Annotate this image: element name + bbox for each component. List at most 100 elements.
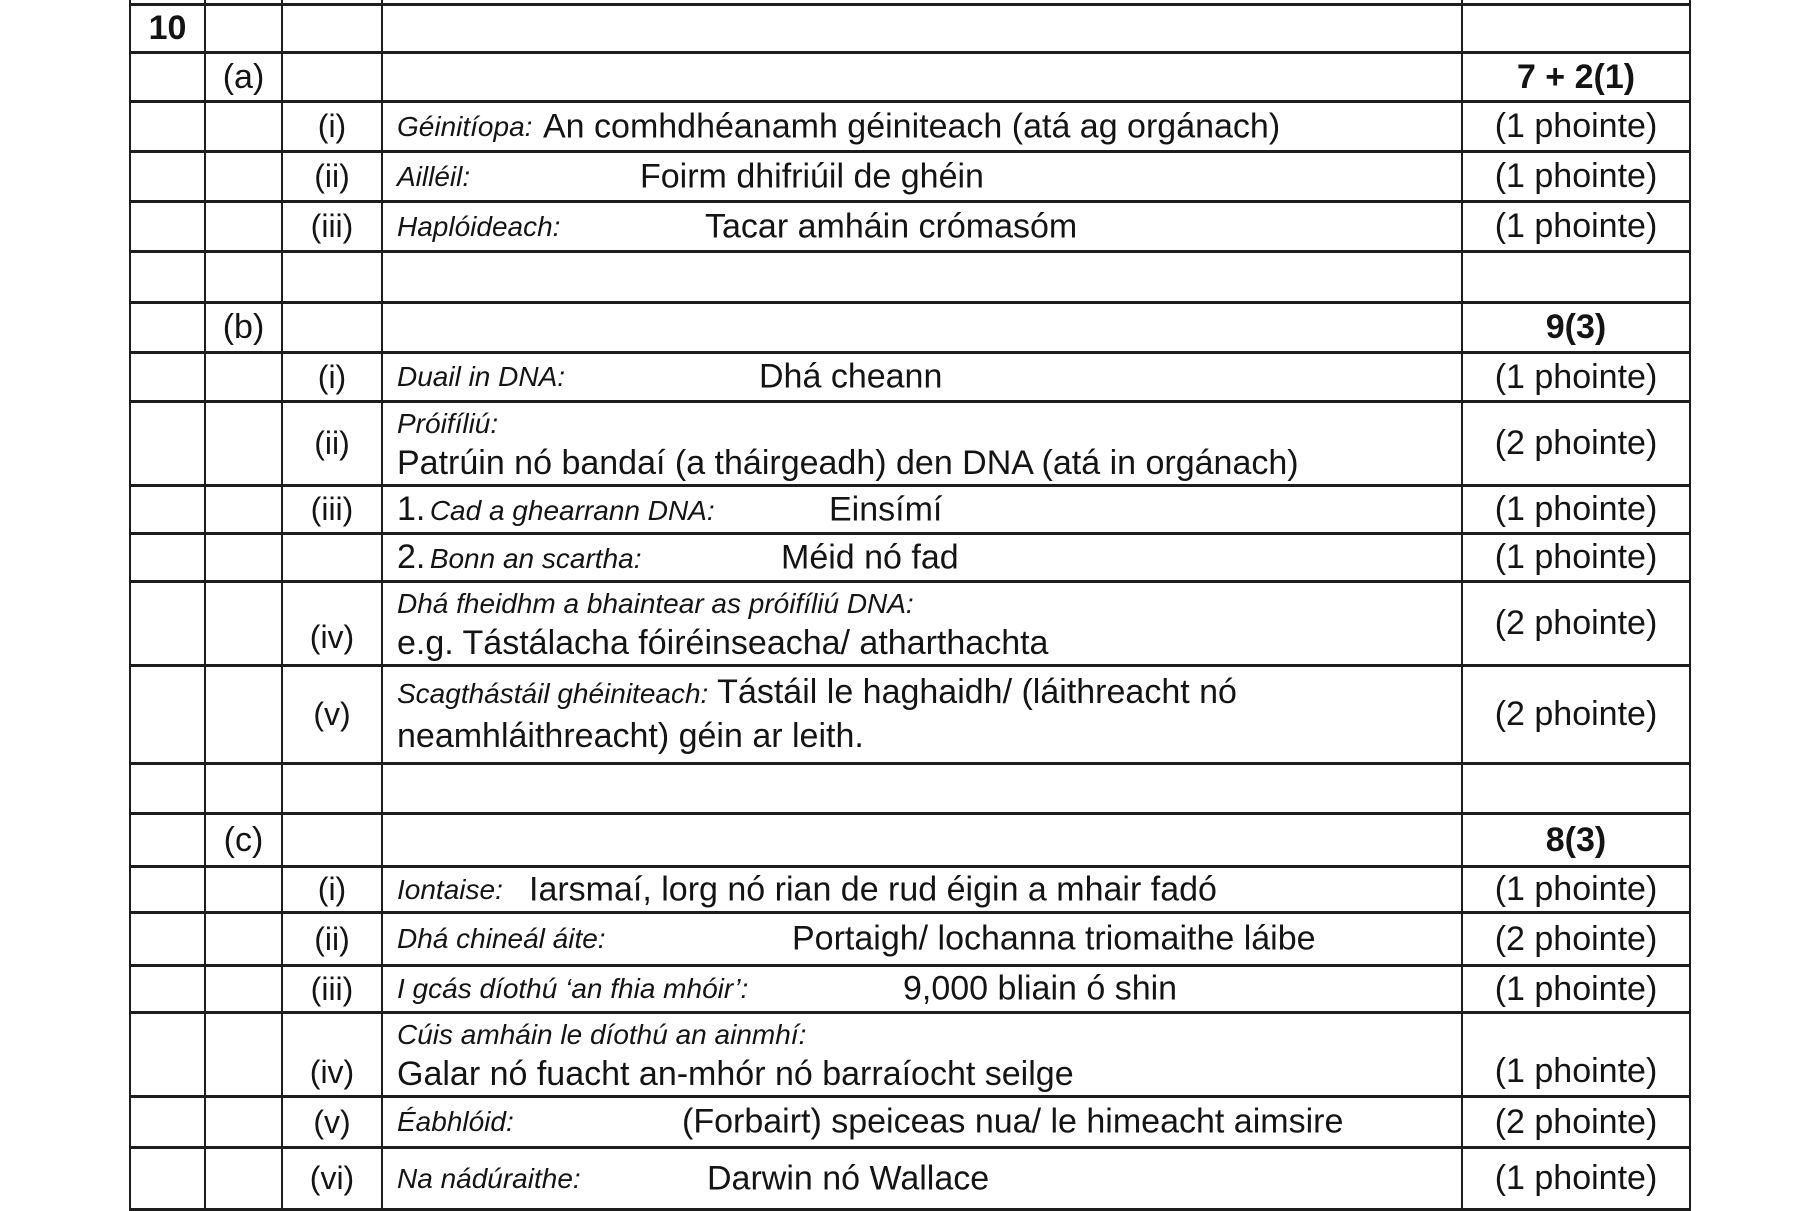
marks-cell [1461, 0, 1691, 6]
part-label: (c) [204, 812, 283, 868]
text-cell: Géinitíopa: An comhdhéanamh géiniteach (… [381, 100, 1463, 153]
marks-value: (2 phointe) [1461, 400, 1691, 487]
marks-value: (1 phointe) [1461, 865, 1691, 914]
qnum-cell [129, 150, 206, 203]
sub-cell [281, 3, 383, 54]
subpart-label: (iv) [281, 580, 383, 667]
qnum-cell [129, 484, 206, 535]
table-row-c-i: (i) Iontaise: Iarsmaí, lorg nó rian de r… [129, 865, 1691, 914]
sub-cell [281, 762, 383, 815]
text-cell: Próifíliú: Patrúin nó bandaí (a tháirgea… [381, 400, 1463, 487]
part-cell [204, 150, 283, 203]
qnum-cell [129, 580, 206, 667]
table-row-c-iii: (iii) I gcás díothú ‘an fhia mhóir’: 9,0… [129, 964, 1691, 1014]
table-row-c-ii: (ii) Dhá chineál áite: Portaigh/ lochann… [129, 911, 1691, 967]
subpart-label: (ii) [281, 400, 383, 487]
text-cell [381, 3, 1463, 54]
subpart-label: (iii) [281, 484, 383, 535]
part-cell [204, 762, 283, 815]
answer-text: An comhdhéanamh géiniteach (atá ag orgán… [543, 107, 1281, 145]
text-cell [381, 51, 1463, 103]
subpart-label: (v) [281, 1095, 383, 1149]
marks-value: (1 phointe) [1461, 484, 1691, 535]
text-cell [381, 301, 1463, 354]
sub-cell [281, 812, 383, 868]
answer-text: Darwin nó Wallace [707, 1159, 990, 1197]
qnum-cell [129, 250, 206, 304]
part-cell [204, 964, 283, 1014]
marks-cell [1461, 250, 1691, 304]
text-cell [381, 812, 1463, 868]
subpart-label: (ii) [281, 150, 383, 203]
text-cell: Dhá fheidhm a bhaintear as próifíliú DNA… [381, 580, 1463, 667]
qnum-cell [129, 812, 206, 868]
text-cell: Dhá chineál áite: Portaigh/ lochanna tri… [381, 911, 1463, 967]
part-cell [204, 1146, 283, 1211]
qnum-cell [129, 1011, 206, 1098]
answer-paragraph: Scagthástáil ghéiniteach: Tástáil le hag… [397, 669, 1449, 761]
definition-term: Scagthástáil ghéiniteach: [397, 678, 709, 709]
qnum-cell [129, 1095, 206, 1149]
text-cell: Ailléil: Foirm dhifriúil de ghéin [381, 150, 1463, 203]
table-row-c-v: (v) Éabhlóid: (Forbairt) speiceas nua/ l… [129, 1095, 1691, 1149]
definition-term: Cad a ghearrann DNA: [429, 495, 715, 526]
qnum-cell [129, 865, 206, 914]
table-row-question-number: 10 [129, 3, 1691, 54]
part-cell [204, 3, 283, 54]
text-cell: Na nádúraithe: Darwin nó Wallace [381, 1146, 1463, 1211]
table-row-part-b: (b) 9(3) [129, 301, 1691, 354]
text-cell [381, 250, 1463, 304]
marks-cell [1461, 762, 1691, 815]
part-cell [204, 664, 283, 765]
definition-term: Na nádúraithe: [397, 1162, 581, 1194]
answer-text: Méid nó fad [781, 538, 959, 576]
text-cell: Duail in DNA: Dhá cheann [381, 351, 1463, 403]
text-cell: Scagthástáil ghéiniteach: Tástáil le hag… [381, 664, 1463, 765]
marks-value: (2 phointe) [1461, 911, 1691, 967]
part-label: (a) [204, 51, 283, 103]
answer-text: 9,000 bliain ó shin [903, 969, 1178, 1008]
answer-text: (Forbairt) speiceas nua/ le himeacht aim… [682, 1102, 1344, 1141]
definition-term: Iontaise: [397, 873, 503, 905]
part-cell [204, 1095, 283, 1149]
marks-value: (1 phointe) [1461, 200, 1691, 253]
marks-value: (1 phointe) [1461, 964, 1691, 1014]
subpart-label: (ii) [281, 911, 383, 967]
qnum-cell [129, 1146, 206, 1211]
table-row-c-vi: (vi) Na nádúraithe: Darwin nó Wallace (1… [129, 1146, 1691, 1211]
table-row-b-iv: (iv) Dhá fheidhm a bhaintear as próifíli… [129, 580, 1691, 667]
qnum-cell [129, 664, 206, 765]
definition-term: Duail in DNA: [397, 361, 566, 392]
answer-text: e.g. Tástálacha fóiréinseacha/ atharthac… [397, 624, 1049, 662]
definition-term: Dhá fheidhm a bhaintear as próifíliú DNA… [397, 588, 914, 619]
qnum-cell [129, 0, 206, 6]
part-cell [204, 532, 283, 583]
text-cell: Haplóideach: Tacar amháin crómasóm [381, 200, 1463, 253]
sub-cell [281, 301, 383, 354]
definition-term: I gcás díothú ‘an fhia mhóir’: [397, 973, 749, 1004]
definition-term: Próifíliú: [397, 408, 499, 439]
part-cell [204, 865, 283, 914]
marks-total: 9(3) [1461, 301, 1691, 354]
definition-term: Dhá chineál áite: [397, 923, 606, 954]
subpart-label: (i) [281, 351, 383, 403]
qnum-cell [129, 51, 206, 103]
subpart-label: (i) [281, 100, 383, 153]
table-row-b-v: (v) Scagthástáil ghéiniteach: Tástáil le… [129, 664, 1691, 765]
qnum-cell [129, 911, 206, 967]
text-cell: Iontaise: Iarsmaí, lorg nó rian de rud é… [381, 865, 1463, 914]
qnum-cell [129, 762, 206, 815]
answer-text: Foirm dhifriúil de ghéin [640, 157, 984, 195]
table-row-a-i: (i) Géinitíopa: An comhdhéanamh géinitea… [129, 100, 1691, 153]
definition-term: Éabhlóid: [397, 1106, 514, 1137]
table-row-cutoff-top [129, 0, 1691, 6]
answer-text: Tacar amháin crómasóm [705, 207, 1078, 245]
part-cell [204, 911, 283, 967]
table-row-c-iv: (iv) Cúis amháin le díothú an ainmhí: Ga… [129, 1011, 1691, 1098]
table-row-b-2: 2. Bonn an scartha: Méid nó fad (1 phoin… [129, 532, 1691, 583]
marks-value: (1 phointe) [1461, 532, 1691, 583]
question-number: 10 [129, 3, 206, 54]
part-cell [204, 0, 283, 6]
marks-value: (1 phointe) [1461, 1011, 1691, 1098]
answer-text: Galar nó fuacht an-mhór nó barraíocht se… [397, 1055, 1074, 1093]
